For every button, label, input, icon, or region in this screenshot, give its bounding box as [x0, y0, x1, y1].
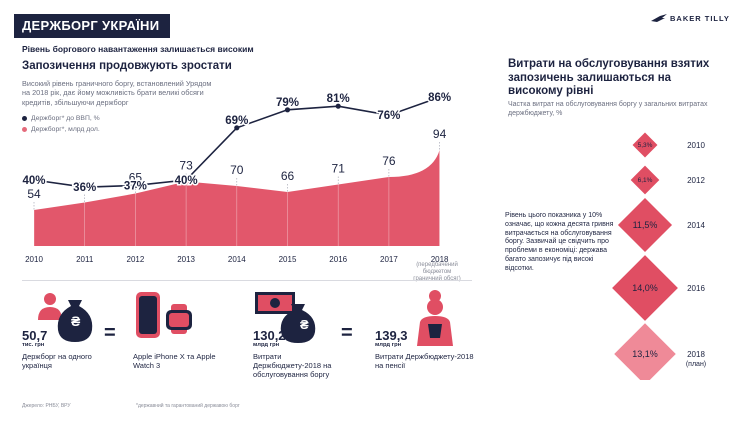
- share-value-label: 11,5%: [633, 220, 658, 230]
- divider: [22, 280, 472, 281]
- x-tick-label: 2015: [279, 255, 297, 264]
- x-tick-label: 2016: [329, 255, 347, 264]
- bottom-value-1: 50,7: [22, 328, 48, 343]
- right-section-description: Частка витрат на обслуговування боргу у …: [508, 101, 708, 117]
- bottom-caption-1: Держборг на одного українця: [22, 352, 92, 370]
- hryvnia-icon: ₴: [300, 317, 309, 332]
- x-note: (передбачений бюджетом граничний обсяг): [413, 262, 461, 282]
- debt-ratio-point: [234, 125, 240, 131]
- debt-ratio-label: 79%: [276, 97, 299, 109]
- debt-ratio-point: [437, 94, 443, 100]
- debt-ratio-point: [335, 103, 341, 109]
- diamond-chart: 5,3% 2010 6,1% 2012 11,5% 2014 14,0% 2016 13,1% 2…: [612, 132, 706, 380]
- share-value-label: 6,1%: [638, 177, 653, 184]
- debt-ratio-label: 40%: [22, 175, 45, 187]
- debt-amount-label: 66: [281, 169, 295, 183]
- debt-amount-label: 54: [27, 187, 41, 201]
- bottom-caption-2: Apple iPhone X та Apple Watch 3: [133, 352, 216, 370]
- share-diamond: [617, 197, 673, 253]
- x-tick-label: 2013: [177, 255, 195, 264]
- debt-ratio-label: 40%: [175, 175, 198, 187]
- legend-label-amount: Держборг*, млрд дол.: [31, 126, 100, 133]
- debt-amount-label: 73: [179, 159, 193, 173]
- right-section-title: Витрати на обслуговування взятих запозич…: [508, 58, 710, 98]
- legend-label-ratio: Держборг* до ВВП, %: [31, 115, 100, 122]
- logo-text: BAKER TILLY: [670, 14, 730, 23]
- debt-ratio-point: [132, 182, 138, 188]
- footer-note: *державний та гарантований державою борг: [136, 403, 240, 409]
- debt-ratio-point: [31, 177, 37, 183]
- left-section-description: Високий рівень граничного боргу, встанов…: [22, 79, 212, 107]
- share-year-label: 2010: [687, 141, 705, 150]
- equals-sign: =: [341, 322, 353, 344]
- debt-ratio-label: 86%: [428, 92, 451, 104]
- x-tick-label: 2012: [127, 255, 145, 264]
- debt-ratio-label: 76%: [377, 110, 400, 122]
- right-section-note: Рівень цього показника у 10% означає, що…: [505, 212, 614, 272]
- debt-ratio-label: 69%: [225, 115, 248, 127]
- page-title: ДЕРЖБОРГ УКРАЇНИ: [14, 14, 170, 38]
- debt-amount-label: 71: [332, 162, 346, 176]
- debt-chart: 54596573706671769440%36%37%40%69%79%81%7…: [21, 91, 453, 264]
- page-subtitle: Рівень боргового навантаження залишаєтьс…: [22, 44, 254, 54]
- share-diamond: [612, 255, 678, 321]
- person-money-icon: [38, 293, 93, 342]
- debt-ratio-point: [183, 177, 189, 183]
- share-diamond: [630, 165, 660, 195]
- banknote-bag-icon: [255, 292, 316, 343]
- share-diamond: [614, 323, 676, 380]
- footer-source: Джерело: РНБУ, ВРУ: [22, 403, 71, 409]
- left-section-title: Запозичення продовжують зростати: [22, 60, 232, 72]
- share-value-label: 13,1%: [632, 349, 658, 359]
- bottom-value-3: 130,2: [253, 328, 286, 343]
- debt-ratio-label: 37%: [124, 180, 147, 192]
- bottom-value-4: 139,3: [375, 328, 408, 343]
- debt-amount-label: 94: [433, 127, 447, 141]
- legend-item-ratio: Держборг* до ВВП, %: [22, 115, 100, 122]
- debt-ratio-point: [82, 184, 88, 190]
- x-tick-label: 2017: [380, 255, 398, 264]
- share-year-note: (план): [686, 361, 706, 368]
- bottom-unit-3: млрд грн: [253, 342, 280, 348]
- phone-watch-icon: [136, 292, 192, 338]
- share-year-label: 2018: [687, 350, 705, 359]
- debt-amount-label: 76: [382, 154, 396, 168]
- share-year-label: 2014: [687, 221, 705, 230]
- debt-ratio-point: [284, 107, 291, 113]
- bottom-caption-4: Витрати Держбюджету-2018 на пенсії: [375, 352, 474, 370]
- bottom-caption-3: Витрати Держбюджету-2018 на обслуговуван…: [253, 352, 332, 379]
- brand-logo: BAKER TILLY: [651, 14, 730, 23]
- bottom-unit-4: млрд грн: [375, 342, 402, 348]
- legend-dot-icon: [22, 127, 27, 132]
- hryvnia-icon: ₴: [71, 313, 81, 329]
- share-value-label: 14,0%: [632, 283, 658, 293]
- share-year-label: 2016: [687, 284, 705, 293]
- x-tick-label: 2011: [76, 255, 94, 264]
- legend-dot-icon: [22, 116, 27, 121]
- debt-amount-label: 70: [230, 163, 244, 177]
- debt-ratio-point: [386, 112, 392, 118]
- share-value-label: 5,3%: [638, 142, 653, 149]
- x-tick-label: 2018: [431, 255, 449, 264]
- debt-ratio-label: 81%: [327, 93, 350, 105]
- share-year-label: 2012: [687, 176, 705, 185]
- debt-ratio-label: 36%: [73, 182, 96, 194]
- debt-amount-label: 65: [129, 171, 143, 185]
- share-diamond: [632, 132, 658, 158]
- equals-sign: =: [104, 322, 116, 344]
- legend-item-amount: Держборг*, млрд дол.: [22, 126, 100, 133]
- bird-logo-icon: [651, 14, 667, 22]
- bottom-unit-1: тис. грн: [22, 342, 45, 348]
- pensioner-icon: [417, 290, 453, 346]
- x-tick-label: 2014: [228, 255, 246, 264]
- x-tick-label: 2010: [25, 255, 43, 264]
